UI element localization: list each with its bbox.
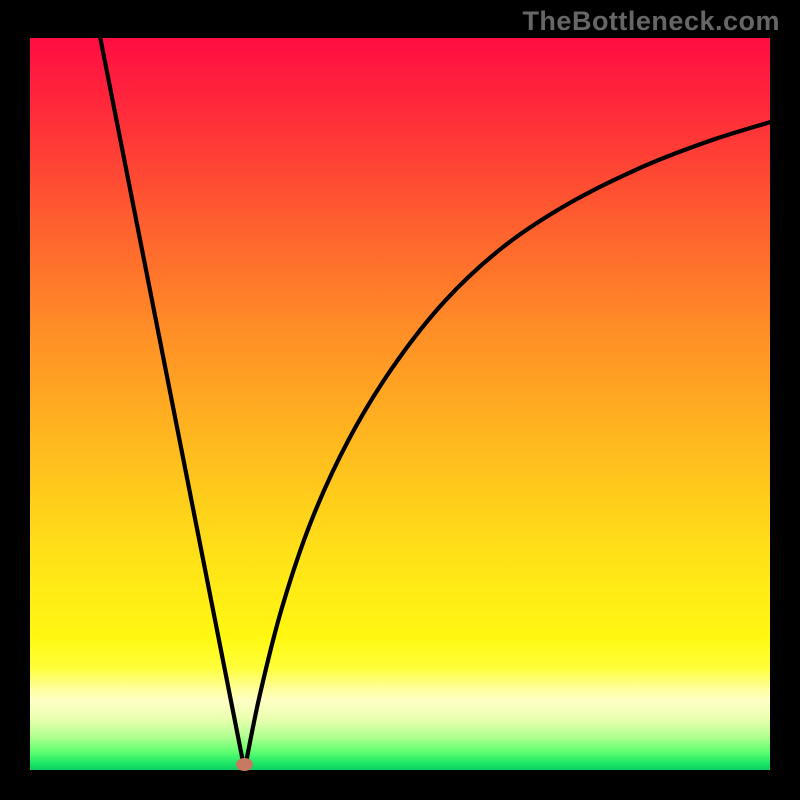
bottleneck-curve (30, 38, 770, 770)
chart-container: TheBottleneck.com (0, 0, 800, 800)
plot-area (30, 38, 770, 770)
watermark-text: TheBottleneck.com (522, 6, 780, 37)
curve-path (100, 38, 770, 770)
